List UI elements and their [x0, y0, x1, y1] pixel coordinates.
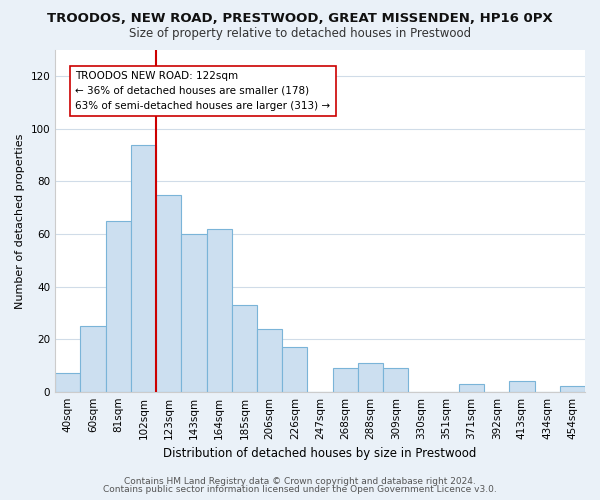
- Bar: [181, 234, 206, 392]
- Bar: [282, 347, 307, 392]
- Bar: [106, 221, 131, 392]
- Text: Contains HM Land Registry data © Crown copyright and database right 2024.: Contains HM Land Registry data © Crown c…: [124, 477, 476, 486]
- Bar: [80, 326, 106, 392]
- Bar: [55, 374, 80, 392]
- X-axis label: Distribution of detached houses by size in Prestwood: Distribution of detached houses by size …: [163, 447, 477, 460]
- Bar: [332, 368, 358, 392]
- Bar: [459, 384, 484, 392]
- Bar: [383, 368, 409, 392]
- Bar: [131, 144, 156, 392]
- Text: TROODOS, NEW ROAD, PRESTWOOD, GREAT MISSENDEN, HP16 0PX: TROODOS, NEW ROAD, PRESTWOOD, GREAT MISS…: [47, 12, 553, 26]
- Bar: [509, 381, 535, 392]
- Text: Contains public sector information licensed under the Open Government Licence v3: Contains public sector information licen…: [103, 485, 497, 494]
- Bar: [358, 363, 383, 392]
- Bar: [156, 194, 181, 392]
- Bar: [257, 328, 282, 392]
- Text: Size of property relative to detached houses in Prestwood: Size of property relative to detached ho…: [129, 28, 471, 40]
- Text: TROODOS NEW ROAD: 122sqm
← 36% of detached houses are smaller (178)
63% of semi-: TROODOS NEW ROAD: 122sqm ← 36% of detach…: [76, 71, 331, 110]
- Bar: [206, 228, 232, 392]
- Y-axis label: Number of detached properties: Number of detached properties: [15, 133, 25, 308]
- Bar: [560, 386, 585, 392]
- Bar: [232, 305, 257, 392]
